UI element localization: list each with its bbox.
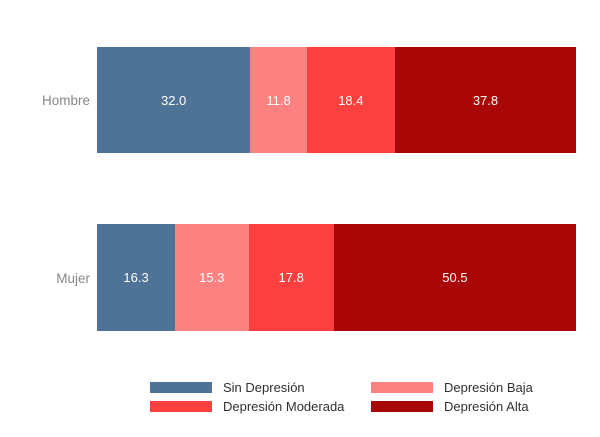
legend-item: Depresión Moderada <box>150 399 371 414</box>
legend-item: Sin Depresión <box>150 380 371 395</box>
bar-segment: 17.8 <box>248 224 334 331</box>
legend-swatch <box>371 382 433 393</box>
legend-label: Sin Depresión <box>223 380 305 395</box>
category-label: Mujer <box>56 271 90 286</box>
legend-item: Depresión Alta <box>371 399 533 414</box>
legend-label: Depresión Moderada <box>223 399 345 414</box>
bar-segment: 16.3 <box>97 224 176 331</box>
value-label: 17.8 <box>278 270 304 285</box>
bar-segment: 11.8 <box>250 47 307 153</box>
bar-row: Hombre 32.0 11.8 18.4 37.8 <box>0 47 600 153</box>
value-label: 15.3 <box>199 270 225 285</box>
bar-segment: 15.3 <box>175 224 249 331</box>
value-label: 32.0 <box>160 92 187 108</box>
legend-swatch <box>371 401 433 412</box>
legend-swatch <box>150 401 212 412</box>
value-label: 37.8 <box>472 92 499 108</box>
bar-segment: 32.0 <box>97 47 251 153</box>
bar-track: 32.0 11.8 18.4 37.8 <box>97 47 576 153</box>
value-label: 50.5 <box>442 270 468 285</box>
legend-label: Depresión Baja <box>444 380 533 395</box>
value-label: 16.3 <box>123 270 149 285</box>
category-label: Hombre <box>41 93 90 108</box>
legend: Sin Depresión Depresión Baja Depresión Mod… <box>150 380 533 414</box>
value-label: 18.4 <box>338 92 364 108</box>
bar-row: Mujer 16.3 15.3 17.8 50.5 <box>0 224 600 331</box>
legend-item: Depresión Baja <box>371 380 533 395</box>
bar-segment: 37.8 <box>394 47 576 153</box>
legend-swatch <box>150 382 212 393</box>
value-label: 11.8 <box>266 92 291 108</box>
legend-label: Depresión Alta <box>444 399 529 414</box>
bar-segment: 18.4 <box>306 47 395 153</box>
bar-segment: 50.5 <box>333 224 576 331</box>
bar-track: 16.3 15.3 17.8 50.5 <box>97 224 576 331</box>
